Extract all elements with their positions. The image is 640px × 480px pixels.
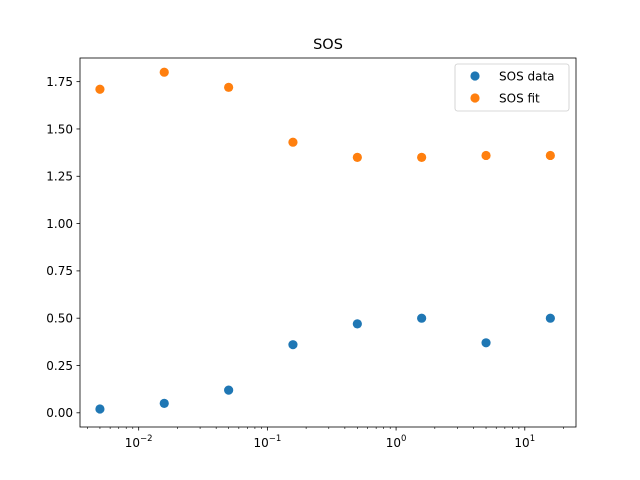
legend-label: SOS fit (499, 91, 540, 105)
x-axis: 10−2 10−1 100 101 (87, 427, 564, 450)
y-tick-label: 0.50 (46, 311, 73, 325)
series-0 (95, 313, 555, 414)
y-tick-label: 0.75 (46, 264, 73, 278)
data-point (224, 82, 234, 92)
x-tick-label: 10−1 (253, 434, 281, 450)
y-tick-label: 1.00 (46, 217, 73, 231)
x-tick-label: 10−2 (125, 434, 153, 450)
data-point (481, 150, 491, 161)
data-point (545, 313, 555, 323)
legend-label: SOS data (499, 69, 555, 83)
series-1 (95, 67, 555, 162)
y-axis: 0.00 0.25 0.50 0.75 1.00 1.25 1.50 1.75 (46, 75, 80, 420)
chart-title: SOS (313, 37, 343, 53)
y-tick-label: 1.50 (46, 122, 73, 136)
legend: SOS data SOS fit (454, 63, 570, 112)
y-tick-label: 0.00 (46, 406, 73, 420)
legend-marker (470, 71, 480, 81)
data-point (159, 67, 169, 77)
data-point (417, 313, 427, 323)
data-point (417, 152, 427, 162)
legend-box (454, 63, 570, 112)
data-point (95, 404, 105, 414)
data-point (288, 137, 298, 147)
data-point (95, 84, 105, 94)
plot-frame (79, 57, 577, 428)
data-point (352, 319, 362, 329)
legend-marker (470, 93, 480, 103)
data-point (288, 340, 298, 350)
data-point (545, 150, 555, 161)
y-tick-label: 1.75 (46, 75, 73, 89)
data-point (224, 385, 234, 395)
data-point (159, 398, 169, 408)
y-tick-label: 0.25 (46, 359, 73, 373)
x-tick-label: 101 (514, 434, 535, 450)
plot-area (79, 57, 577, 428)
data-point (481, 338, 491, 348)
data-points (95, 67, 555, 414)
data-point (352, 152, 362, 162)
y-tick-label: 1.25 (46, 170, 73, 184)
x-tick-label: 100 (386, 434, 407, 450)
